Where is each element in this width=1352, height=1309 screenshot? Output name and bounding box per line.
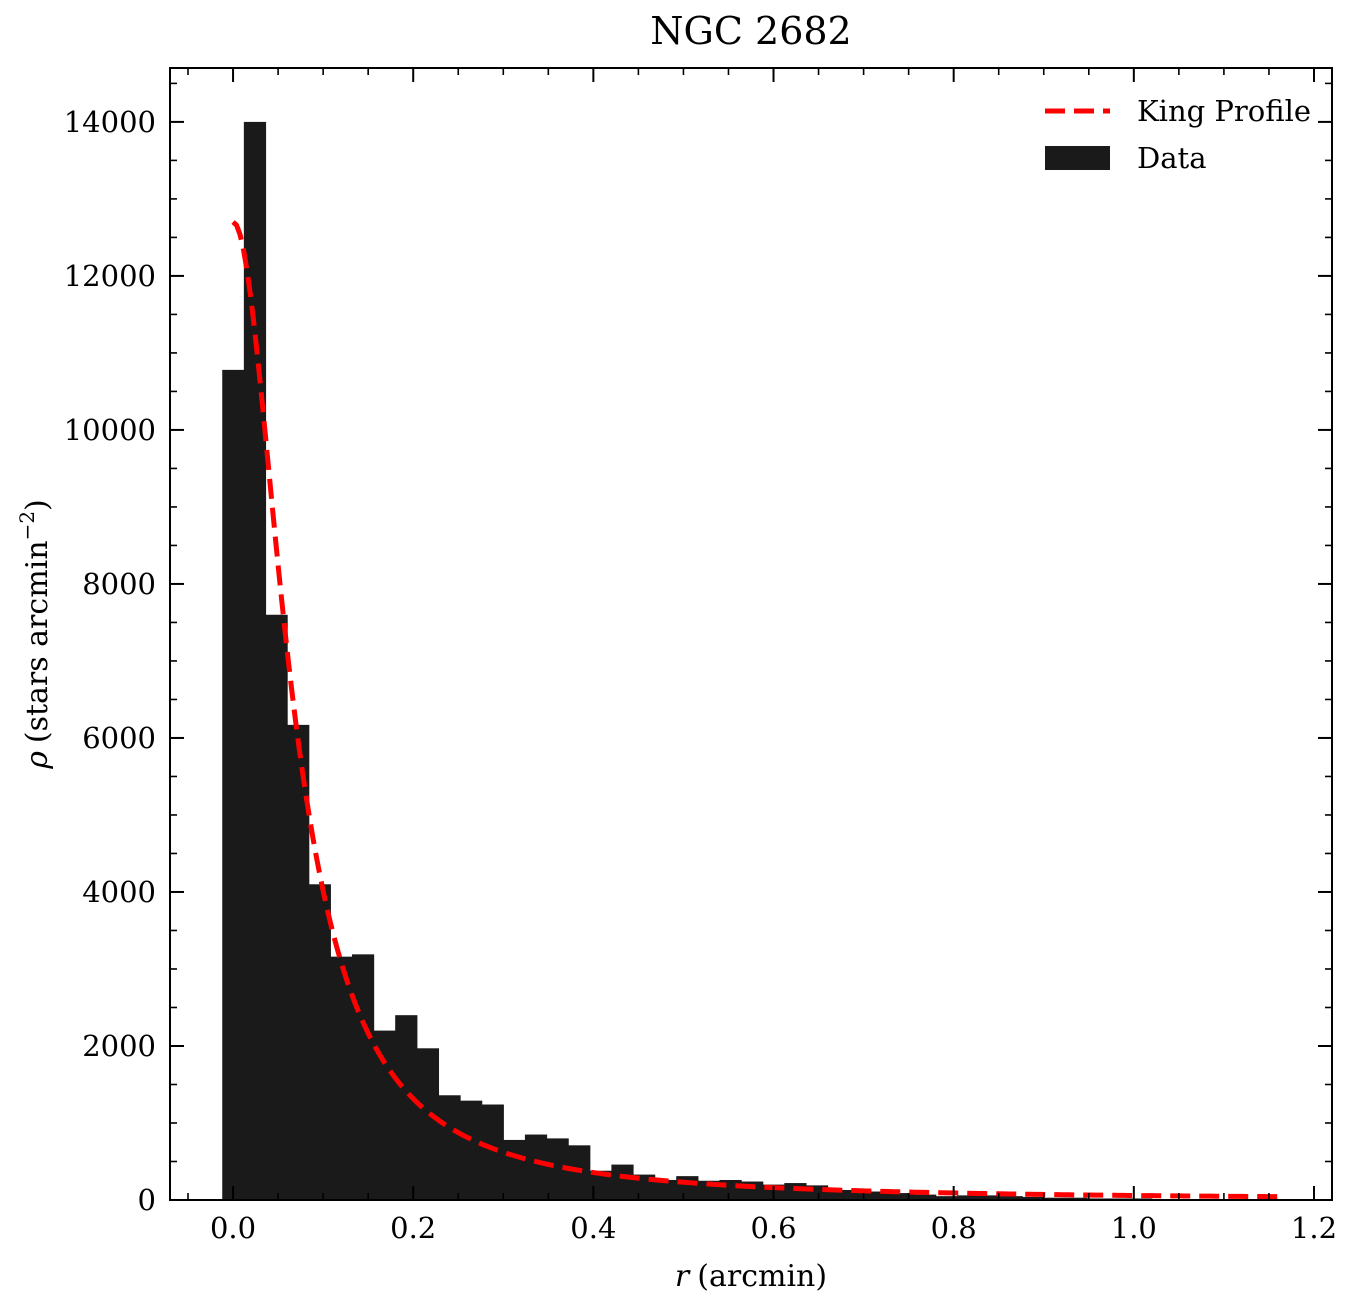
histogram-bar bbox=[1043, 1197, 1066, 1200]
histogram-bar bbox=[503, 1139, 526, 1200]
histogram-bar bbox=[308, 884, 331, 1200]
histogram-bar bbox=[1000, 1196, 1023, 1200]
plot-frame bbox=[169, 67, 1333, 1201]
histogram-bar bbox=[935, 1196, 958, 1200]
x-axis-label: r (arcmin) bbox=[675, 1259, 827, 1294]
histogram-bar bbox=[849, 1189, 872, 1200]
histogram-bar bbox=[438, 1095, 461, 1200]
histogram-bar bbox=[589, 1170, 612, 1200]
histogram-bar bbox=[827, 1189, 850, 1200]
histogram-bar bbox=[222, 369, 245, 1200]
histogram-bar bbox=[243, 121, 267, 1200]
x-tick-label: 0.4 bbox=[570, 1211, 616, 1245]
legend-king-profile-label: King Profile bbox=[1137, 94, 1311, 128]
histogram-bars bbox=[222, 121, 1283, 1200]
y-tick-label: 2000 bbox=[82, 1029, 156, 1063]
chart-title: NGC 2682 bbox=[650, 9, 851, 53]
histogram-bar bbox=[914, 1194, 937, 1200]
histogram-bar bbox=[892, 1193, 915, 1200]
y-tick-label: 8000 bbox=[82, 567, 156, 601]
x-tick-label: 1.0 bbox=[1111, 1211, 1157, 1245]
histogram-bar bbox=[1065, 1197, 1088, 1200]
histogram-bar bbox=[416, 1048, 440, 1200]
histogram-bar bbox=[373, 1030, 396, 1200]
histogram-bar bbox=[654, 1179, 677, 1200]
histogram-bar bbox=[1022, 1196, 1045, 1200]
x-tick-label: 0.8 bbox=[931, 1211, 977, 1245]
legend-data-label: Data bbox=[1137, 141, 1206, 175]
legend: King Profile Data bbox=[1045, 94, 1311, 175]
histogram-bar bbox=[978, 1195, 1002, 1200]
y-tick-label: 12000 bbox=[64, 259, 156, 293]
histogram-bar bbox=[395, 1015, 418, 1200]
histogram-bar bbox=[287, 724, 310, 1200]
histogram-bar bbox=[870, 1191, 894, 1200]
x-tick-label: 0.0 bbox=[210, 1211, 256, 1245]
histogram-bar bbox=[351, 954, 375, 1200]
histogram-bar bbox=[784, 1183, 807, 1200]
y-tick-label: 10000 bbox=[64, 413, 156, 447]
x-tick-label: 1.2 bbox=[1291, 1211, 1337, 1245]
x-tick-label: 0.6 bbox=[750, 1211, 796, 1245]
histogram-bar bbox=[481, 1104, 504, 1200]
y-axis-ticks: 0 2000 4000 6000 8000 10000 12000 14000 bbox=[64, 82, 1332, 1217]
histogram-bar bbox=[265, 614, 288, 1200]
histogram-bar bbox=[546, 1138, 569, 1200]
histogram-bar bbox=[330, 956, 353, 1200]
histogram-bar bbox=[611, 1164, 634, 1200]
y-tick-label: 14000 bbox=[64, 105, 156, 139]
legend-data-swatch bbox=[1045, 146, 1110, 170]
y-tick-label: 6000 bbox=[82, 721, 156, 755]
x-tick-label: 0.2 bbox=[390, 1211, 436, 1245]
x-axis-ticks: 0.0 0.2 0.4 0.6 0.8 1.0 1.2 bbox=[187, 68, 1337, 1245]
y-axis-label: ρ(stars arcmin−2) bbox=[15, 499, 55, 770]
y-tick-label: 0 bbox=[138, 1183, 156, 1217]
histogram-bar bbox=[957, 1195, 980, 1200]
y-tick-label: 4000 bbox=[82, 875, 156, 909]
histogram-bar bbox=[460, 1100, 483, 1200]
histogram-bar bbox=[524, 1134, 548, 1200]
